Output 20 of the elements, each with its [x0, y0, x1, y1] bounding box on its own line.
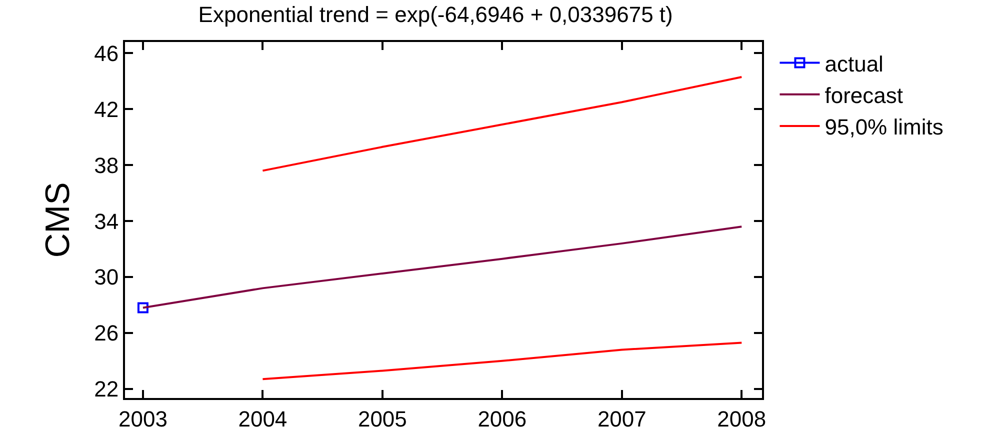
y-tick-label: 30	[94, 264, 119, 290]
chart-title: Exponential trend = exp(-64,6946 + 0,0339675 t)	[198, 2, 673, 27]
line-series	[262, 76, 743, 172]
legend-label: 95,0% limits	[824, 114, 944, 140]
y-tick-label: 26	[94, 320, 119, 346]
y-tick-label: 38	[94, 152, 119, 178]
x-tick-label: 2006	[478, 406, 527, 432]
x-tick-label: 2004	[238, 406, 288, 432]
legend-label: actual	[824, 51, 884, 76]
y-tick-label: 34	[94, 208, 119, 234]
legend-label: forecast	[824, 82, 904, 108]
y-tick-label: 22	[94, 376, 119, 402]
y-axis-title: CMS	[39, 182, 78, 258]
x-tick-label: 2003	[118, 406, 168, 432]
y-tick-label: 46	[94, 40, 119, 66]
line-series	[262, 342, 743, 380]
x-tick-label: 2005	[358, 406, 407, 432]
x-tick-label: 2007	[597, 406, 646, 432]
y-tick-label: 42	[94, 96, 119, 122]
x-tick-label: 2008	[717, 406, 766, 432]
